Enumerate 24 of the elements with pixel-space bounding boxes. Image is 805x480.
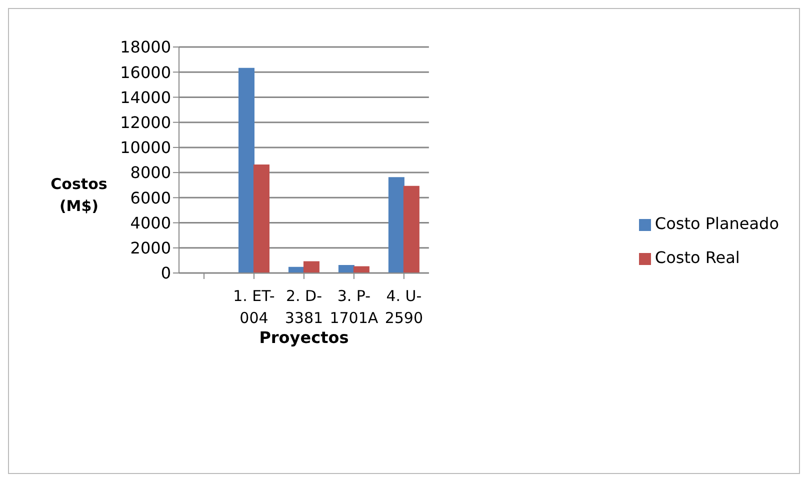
x-tick-label: 3. P-1701A [330, 287, 379, 327]
bar [403, 186, 420, 273]
y-tick-label: 0 [160, 264, 171, 283]
x-tick-label: 4. U-2590 [384, 287, 424, 327]
legend-label: Costo Planeado [654, 214, 779, 233]
x-tick-label: 2. D-3381 [284, 287, 324, 327]
legend-label: Costo Real [654, 248, 740, 267]
bar [388, 177, 404, 273]
y-tick-label: 18000 [120, 38, 171, 57]
y-tick-label: 8000 [130, 163, 171, 182]
y-tick-label: 4000 [130, 213, 171, 232]
bar [353, 266, 370, 273]
y-tick-label: 16000 [120, 62, 171, 82]
y-tick-label: 10000 [120, 138, 171, 158]
y-tick-label: 14000 [120, 88, 171, 107]
y-tick-label: 2000 [130, 238, 171, 258]
x-axis-title: Proyectos [259, 328, 349, 347]
bar [303, 261, 320, 273]
bar [238, 68, 254, 273]
x-tick-label: 1. ET-004 [233, 287, 275, 327]
y-axis-title: Costos (M$) [50, 175, 108, 215]
bar [253, 164, 270, 273]
y-tick-label: 12000 [120, 113, 171, 132]
y-tick-label: 6000 [130, 188, 171, 208]
